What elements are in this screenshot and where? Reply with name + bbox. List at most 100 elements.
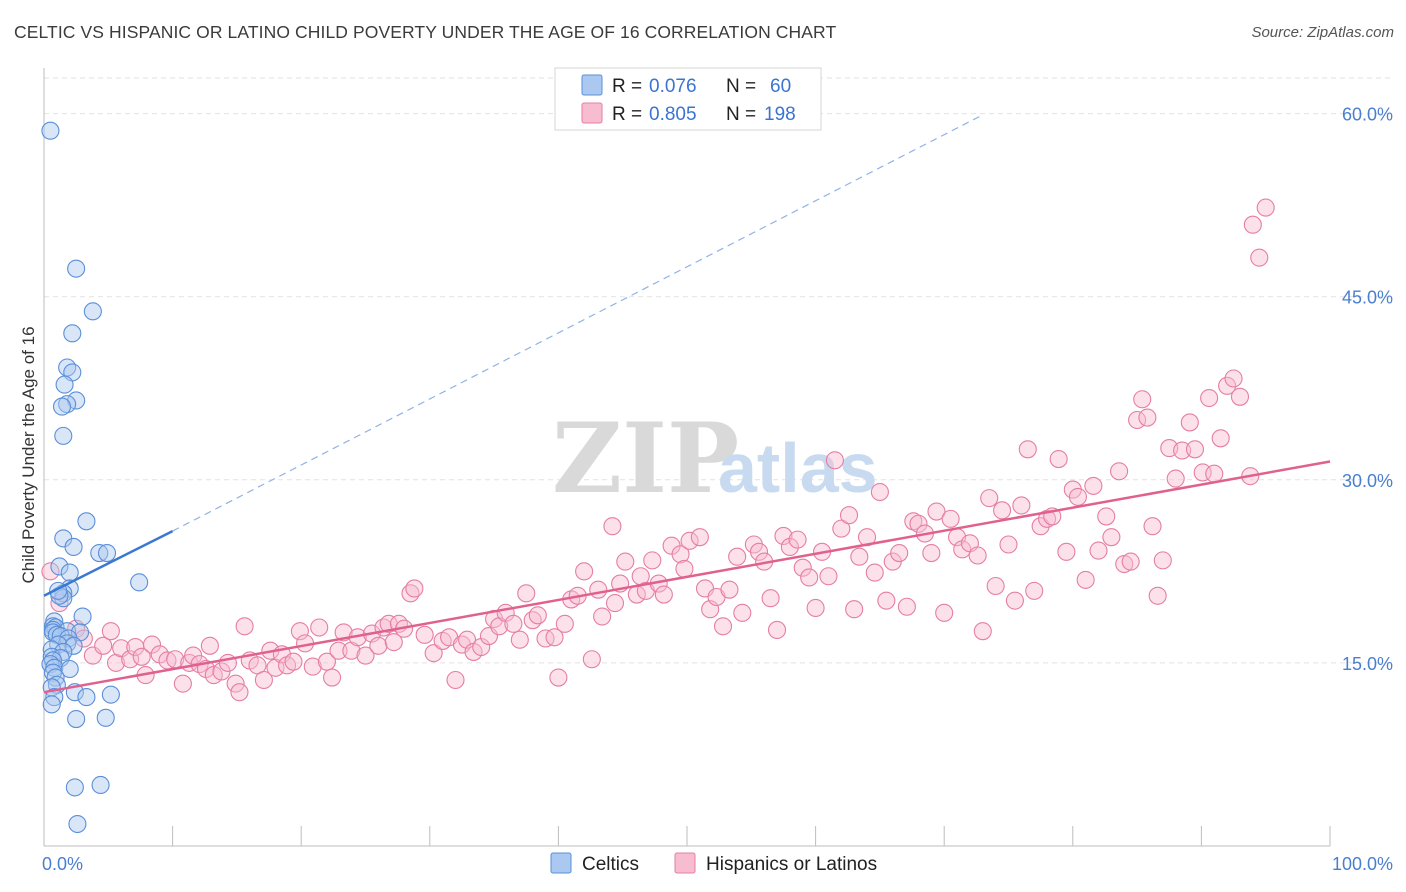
hispanic-point-81 (575, 562, 594, 581)
hispanic-point-123 (845, 600, 864, 619)
hispanic-point-170 (1143, 517, 1162, 536)
hispanic-point-71 (510, 630, 529, 649)
hispanic-point-161 (1089, 541, 1108, 560)
hispanic-point-13 (142, 635, 162, 654)
hispanic-point-75 (536, 629, 555, 648)
y-tick-label-3: 60.0% (1342, 105, 1393, 125)
celtic-point-58 (68, 814, 87, 834)
y-tick-label-0: 15.0% (1342, 654, 1393, 674)
series-legend-swatch-celtics (550, 852, 572, 874)
hispanic-point-171 (1148, 586, 1167, 605)
hispanic-point-137 (935, 603, 954, 622)
hispanic-point-5 (94, 636, 113, 655)
hispanic-point-177 (1185, 440, 1205, 459)
hispanic-point-186 (1250, 248, 1269, 267)
series-legend-label-hispanics: Hispanics or Latinos (706, 854, 877, 875)
hispanic-point-77 (549, 668, 568, 687)
hispanic-point-103 (713, 617, 733, 636)
hispanic-point-185 (1243, 215, 1262, 234)
stats-legend-swatch-hispanics (581, 102, 603, 124)
stats-legend-r-label-celtics: R = (612, 76, 642, 97)
celtic-point-13 (64, 537, 83, 556)
hispanic-point-164 (1110, 462, 1129, 481)
watermark-atlas: atlas (718, 429, 878, 507)
hispanic-point-168 (1133, 390, 1152, 409)
hispanic-point-124 (850, 547, 869, 566)
celtic-point-46 (46, 668, 65, 687)
hispanic-point-146 (993, 501, 1012, 520)
hispanic-point-178 (1193, 463, 1212, 482)
celtic-point-53 (42, 695, 61, 714)
hispanic-point-39 (303, 657, 322, 676)
x-tick-labels: 0.0% 100.0% (42, 854, 1393, 874)
hispanic-point-106 (733, 603, 752, 622)
hispanic-point-151 (1025, 581, 1044, 600)
celtic-point-9 (52, 397, 72, 416)
hispanic-point-105 (728, 547, 747, 566)
chart-title: CELTIC VS HISPANIC OR LATINO CHILD POVER… (14, 22, 837, 42)
series-legend: Celtics Hispanics or Latinos (550, 852, 877, 875)
hispanic-point-176 (1180, 413, 1199, 432)
hispanic-point-143 (973, 622, 992, 641)
hispanic-point-174 (1166, 469, 1185, 488)
hispanic-point-184 (1230, 387, 1250, 406)
stats-legend-swatch-celtics (581, 74, 603, 96)
hispanic-point-70 (504, 614, 523, 633)
hispanic-point-183 (1224, 369, 1243, 388)
hispanic-point-52 (384, 633, 403, 652)
hispanic-point-74 (528, 606, 547, 625)
stats-legend-n-value-celtics: 60 (770, 76, 791, 97)
trend-lines (43, 114, 1331, 694)
hispanic-point-153 (1038, 509, 1057, 528)
celtic-point-17 (60, 563, 79, 582)
celtic-trend-extension (172, 114, 984, 532)
gridlines (44, 77, 1392, 664)
series-legend-label-celtics: Celtics (582, 854, 639, 875)
celtic-point-1 (67, 259, 86, 278)
celtic-point-54 (67, 710, 86, 729)
hispanic-point-58 (424, 644, 443, 663)
celtic-point-11 (77, 512, 96, 531)
celtic-point-52 (45, 688, 64, 707)
celtic-point-14 (90, 543, 109, 563)
hispanic-point-115 (793, 558, 812, 577)
celtic-point-51 (101, 685, 120, 704)
hispanic-point-187 (1256, 198, 1275, 217)
celtic-point-57 (91, 775, 110, 795)
hispanic-point-145 (986, 576, 1005, 596)
hispanic-point-130 (890, 543, 909, 563)
hispanic-point-128 (877, 591, 896, 610)
hispanic-point-97 (675, 559, 694, 578)
hispanic-point-160 (1084, 476, 1103, 495)
hispanic-point-163 (1102, 528, 1121, 547)
hispanic-point-99 (690, 528, 709, 547)
stats-legend: R = 0.076 N = 60 R = 0.805 N = 198 (554, 67, 822, 131)
hispanic-point-26 (226, 674, 245, 693)
hispanic-point-150 (1018, 440, 1037, 459)
hispanic-point-120 (825, 451, 844, 470)
hispanic-point-11 (132, 647, 151, 666)
stats-legend-n-label-hispanics: N = (726, 104, 756, 125)
x-tick-label-max: 100.0% (1332, 854, 1393, 874)
hispanic-point-112 (774, 526, 793, 546)
series-legend-swatch-hispanics (674, 852, 696, 874)
hispanic-point-111 (767, 620, 787, 639)
celtic-point-36 (64, 636, 83, 655)
hispanic-point-86 (605, 594, 625, 613)
hispanic-point-127 (870, 482, 889, 502)
hispanic-point-96 (671, 545, 690, 564)
hispanic-point-133 (909, 514, 928, 533)
hispanic-point-119 (819, 567, 838, 586)
hispanic-point-135 (922, 543, 941, 563)
stats-legend-n-value-hispanics: 198 (764, 104, 796, 125)
hispanic-point-180 (1205, 464, 1224, 483)
celtic-point-8 (58, 395, 77, 414)
hispanic-point-17 (173, 674, 192, 693)
axes (43, 68, 1331, 847)
hispanic-point-138 (941, 509, 960, 528)
y-tick-label-2: 45.0% (1342, 288, 1393, 308)
hispanic-point-76 (545, 628, 564, 647)
hispanic-point-175 (1173, 441, 1192, 460)
hispanic-point-117 (806, 598, 825, 618)
